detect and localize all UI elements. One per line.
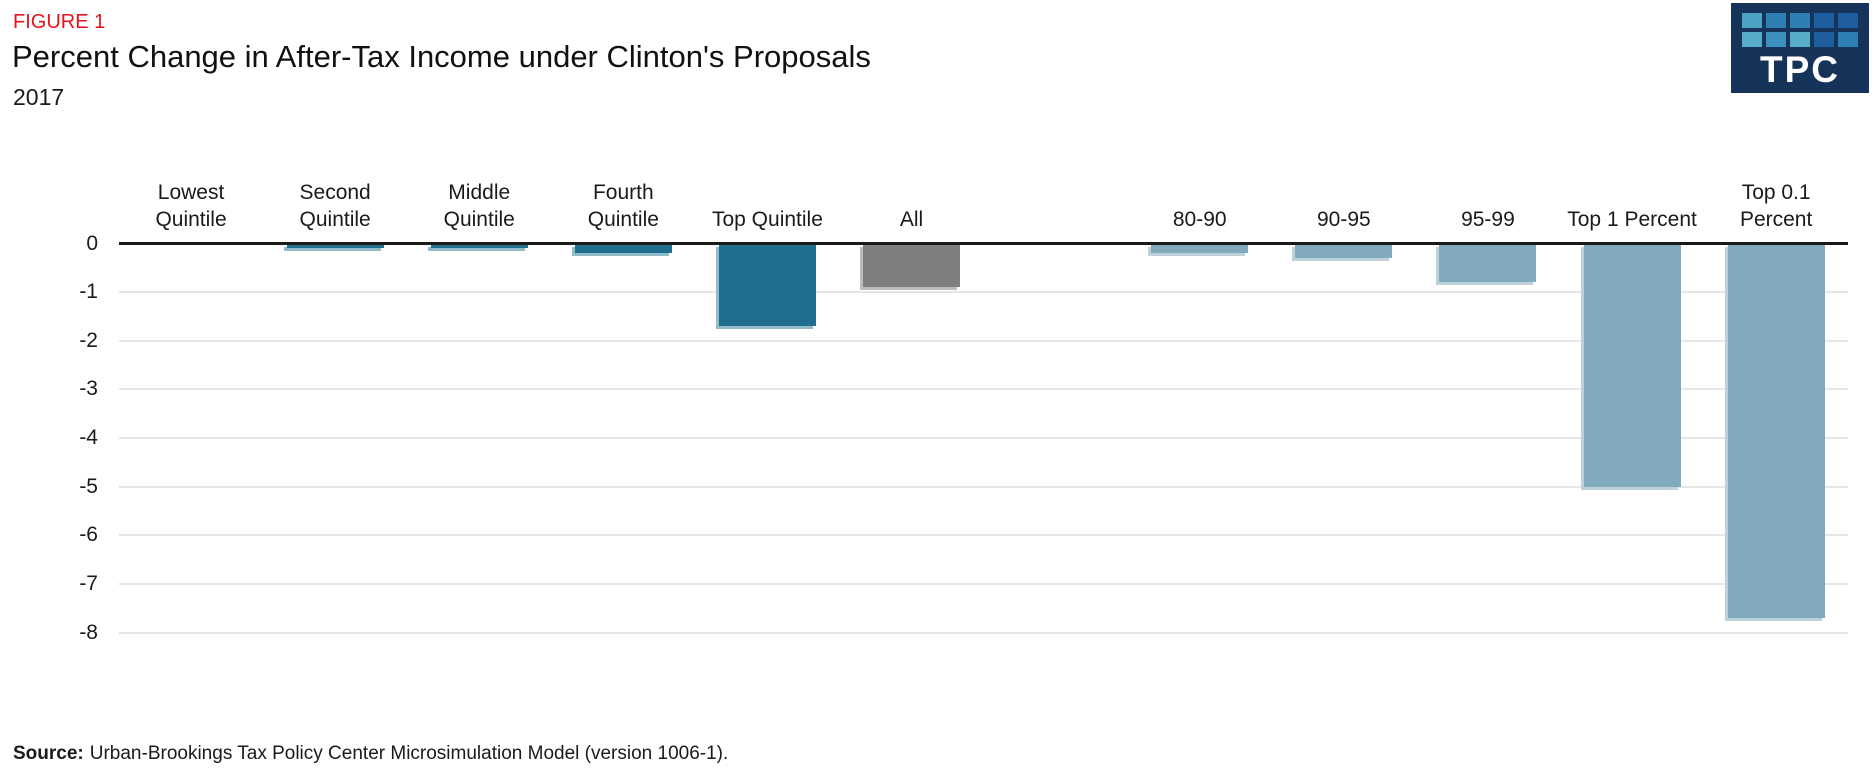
category-label-top-0-1-percent: Top 0.1 Percent (1704, 179, 1848, 233)
logo-square (1838, 13, 1858, 28)
y-tick-label: -1 (79, 280, 98, 304)
category-label-line: Quintile (155, 208, 227, 231)
y-gridline (119, 388, 1849, 391)
category-label-line: Percent (1739, 208, 1813, 231)
category-label-90-95: 90-95 (1272, 206, 1416, 233)
category-label-line: Top Quintile (711, 208, 823, 231)
logo-square (1790, 13, 1810, 28)
tpc-logo-grid (1731, 3, 1869, 47)
y-tick-label: -2 (79, 328, 98, 352)
logo-square (1838, 32, 1858, 47)
y-gridline (119, 437, 1849, 440)
y-tick-label: -5 (79, 474, 98, 498)
bar-middle-quintile (430, 243, 528, 249)
bar-all (863, 243, 961, 288)
category-label-line: Quintile (587, 208, 659, 231)
y-tick-label: -8 (79, 620, 98, 644)
y-tick-label: -6 (79, 523, 98, 547)
category-label-line: Top 0.1 (1741, 181, 1811, 204)
y-gridline (119, 534, 1849, 537)
y-gridline (119, 485, 1849, 488)
logo-square (1814, 32, 1834, 47)
category-label-line: Quintile (443, 208, 515, 231)
zero-axis-line (119, 242, 1849, 245)
logo-square (1814, 13, 1834, 28)
category-label-fourth-quintile: Fourth Quintile (551, 179, 695, 233)
category-label-line: Middle (448, 181, 511, 204)
logo-square (1766, 13, 1786, 28)
bar-fourth-quintile (574, 243, 672, 254)
category-label-line: Top 1 Percent (1567, 208, 1697, 231)
bar-top-quintile (718, 243, 816, 327)
category-label-95-99: 95-99 (1416, 206, 1560, 233)
logo-square (1790, 32, 1810, 47)
y-tick-label: -4 (79, 426, 98, 450)
category-label-top-quintile: Top Quintile (695, 206, 839, 233)
category-label-line: Fourth (592, 181, 654, 204)
bar-top-1-percent (1583, 243, 1681, 487)
logo-square (1742, 32, 1762, 47)
category-label-line: Quintile (299, 208, 371, 231)
y-gridline (119, 583, 1849, 586)
category-label-all: All (840, 206, 984, 233)
source-label: Source: (13, 743, 84, 764)
source-text: Urban-Brookings Tax Policy Center Micros… (89, 743, 729, 764)
category-label-line: Second (299, 181, 371, 204)
logo-square (1742, 13, 1762, 28)
bar-95-99 (1439, 243, 1537, 283)
figure-label: FIGURE 1 (13, 11, 106, 33)
tpc-logo: TPC (1731, 3, 1869, 93)
category-label-middle-quintile: Middle Quintile (407, 179, 551, 233)
y-tick-label: 0 (86, 231, 98, 255)
chart-subtitle: 2017 (13, 84, 65, 110)
category-label-line: 80-90 (1172, 208, 1227, 231)
chart-title: Percent Change in After-Tax Income under… (12, 39, 871, 74)
category-label-line: All (899, 208, 924, 231)
y-gridline (119, 631, 1849, 634)
bar-80-90 (1151, 243, 1249, 254)
logo-square (1766, 32, 1786, 47)
category-label-lowest-quintile: Lowest Quintile (119, 179, 263, 233)
y-gridline (119, 339, 1849, 342)
y-gridline (119, 291, 1849, 294)
tpc-logo-text: TPC (1760, 49, 1840, 90)
category-label-line: 95-99 (1461, 208, 1515, 231)
bar-top-0-1-percent (1727, 243, 1825, 619)
category-label-line: 90-95 (1316, 208, 1371, 231)
category-label-top-1-percent: Top 1 Percent (1560, 206, 1704, 233)
bar-90-95 (1295, 243, 1393, 259)
category-label-80-90: 80-90 (1128, 206, 1272, 233)
bar-second-quintile (286, 243, 384, 249)
y-tick-label: -3 (79, 377, 98, 401)
category-label-second-quintile: Second Quintile (263, 179, 407, 233)
source-note: Source: Urban-Brookings Tax Policy Center… (13, 743, 728, 765)
y-tick-label: -7 (79, 572, 98, 596)
category-label-line: Lowest (157, 181, 225, 204)
